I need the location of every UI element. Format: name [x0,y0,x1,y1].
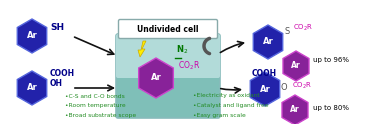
Text: •C-S and C-O bonds: •C-S and C-O bonds [65,93,125,98]
Text: •Electricity as oxidant: •Electricity as oxidant [193,93,260,98]
FancyBboxPatch shape [118,19,217,38]
FancyBboxPatch shape [116,34,220,118]
Text: Undivided cell: Undivided cell [137,25,199,33]
Polygon shape [253,25,283,59]
Text: Ar: Ar [26,83,37,93]
Polygon shape [283,51,309,81]
Polygon shape [139,58,174,98]
FancyBboxPatch shape [116,34,220,78]
Text: Ar: Ar [263,37,273,46]
Text: O: O [281,83,287,93]
Text: OH: OH [50,79,63,89]
Text: Ar: Ar [150,74,161,82]
Polygon shape [282,95,308,124]
Text: CO$_2$R: CO$_2$R [178,60,200,72]
Text: COOH: COOH [50,69,75,78]
Text: up to 80%: up to 80% [313,105,349,111]
Text: S: S [284,28,290,36]
Polygon shape [250,72,280,106]
Text: CO$_2$R: CO$_2$R [293,23,313,33]
Text: •Room temperature: •Room temperature [65,104,125,108]
Polygon shape [138,41,146,57]
Text: •Broad substrate scope: •Broad substrate scope [65,113,136,119]
Text: CO$_2$R: CO$_2$R [292,81,312,91]
Text: SH: SH [50,22,64,31]
Text: up to 96%: up to 96% [313,57,349,63]
Text: •Catalyst and ligand free: •Catalyst and ligand free [193,104,268,108]
Text: COOH: COOH [252,69,277,78]
Text: Ar: Ar [290,106,300,114]
Polygon shape [17,71,47,105]
Text: Ar: Ar [260,84,270,93]
Text: •Easy gram scale: •Easy gram scale [193,113,246,119]
Text: N$_2$: N$_2$ [176,44,188,56]
Polygon shape [17,19,47,53]
Text: Ar: Ar [291,62,301,71]
Text: Ar: Ar [26,31,37,41]
